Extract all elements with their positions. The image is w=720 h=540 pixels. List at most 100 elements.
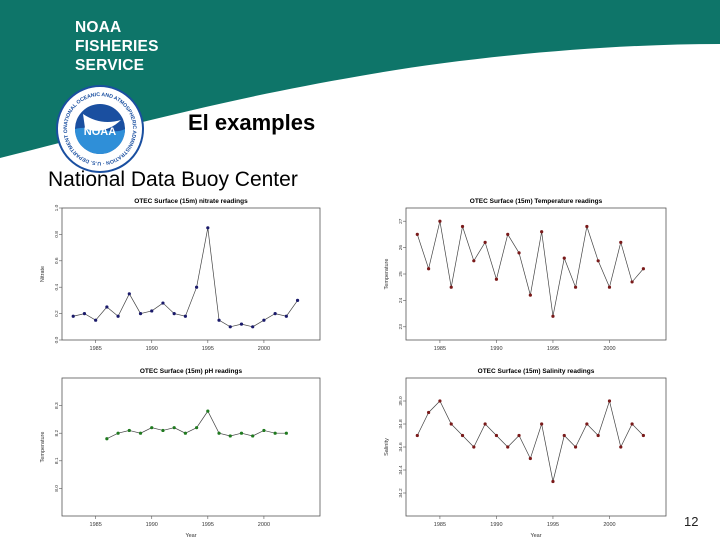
y-tick-label: 1.0 xyxy=(54,204,60,211)
chart-temperature: OTEC Surface (15m) Temperature readings 1… xyxy=(382,194,672,364)
x-tick-label: 1990 xyxy=(490,522,502,528)
data-point xyxy=(483,422,487,426)
data-point xyxy=(506,232,510,236)
chart-ph: OTEC Surface (15m) pH readings 1985 1990 19… xyxy=(38,364,326,540)
y-tick-label: 8.1 xyxy=(54,457,60,464)
y-tick-label: 25 xyxy=(398,271,404,277)
data-point xyxy=(138,312,143,316)
x-tick-label: 1985 xyxy=(434,522,446,528)
data-point xyxy=(585,422,589,426)
data-point xyxy=(630,280,634,284)
x-tick-label: 1995 xyxy=(547,346,559,352)
data-point xyxy=(172,312,176,316)
y-tick-label: 0.4 xyxy=(54,284,60,291)
data-point xyxy=(472,259,476,263)
data-point xyxy=(573,285,578,289)
data-point xyxy=(551,314,555,318)
data-point xyxy=(206,409,210,413)
chart-title: OTEC Surface (15m) pH readings xyxy=(140,368,243,375)
data-point xyxy=(195,285,199,289)
data-point xyxy=(150,309,154,313)
page-number: 12 xyxy=(684,514,699,529)
chart-title: OTEC Surface (15m) Salinity readings xyxy=(478,368,595,375)
data-point xyxy=(172,426,176,430)
x-axis-label: Year xyxy=(185,533,196,539)
data-point xyxy=(71,314,75,318)
data-point xyxy=(217,431,221,435)
data-point xyxy=(415,433,419,438)
data-point xyxy=(251,434,255,438)
data-point xyxy=(295,298,300,302)
brand-line-service: SERVICE xyxy=(75,57,145,74)
data-point xyxy=(460,224,465,229)
logo-noaa-text: NOAA xyxy=(84,126,116,138)
chart-svg: OTEC Surface (15m) nitrate readings 1985 1… xyxy=(40,198,321,352)
y-tick-label: 0.2 xyxy=(54,310,60,317)
data-point xyxy=(206,226,210,230)
y-tick-label: 26 xyxy=(398,245,404,251)
data-point xyxy=(494,277,499,281)
data-point xyxy=(183,314,187,318)
x-tick-label: 1985 xyxy=(90,522,102,528)
chart-nitrate: OTEC Surface (15m) nitrate readings 1985 1… xyxy=(38,194,326,364)
data-point xyxy=(562,256,566,260)
data-point xyxy=(607,399,612,403)
data-point xyxy=(517,433,521,438)
chart-salinity: OTEC Surface (15m) Salinity readings 1985… xyxy=(382,364,672,540)
data-point xyxy=(438,399,442,403)
data-point xyxy=(573,445,578,449)
data-point xyxy=(116,314,120,318)
y-tick-label: 0.0 xyxy=(54,336,60,343)
y-tick-label: 8.2 xyxy=(54,430,60,437)
series-line xyxy=(106,410,287,440)
x-tick-label: 1995 xyxy=(202,522,214,528)
data-point xyxy=(472,445,476,449)
x-tick-label: 1995 xyxy=(547,522,559,528)
data-point xyxy=(449,285,453,289)
brand-line-noaa: NOAA xyxy=(75,19,122,36)
x-tick-label: 2000 xyxy=(603,522,615,528)
data-point xyxy=(127,292,131,296)
data-point xyxy=(262,318,266,322)
plot-frame xyxy=(405,207,667,341)
data-point xyxy=(494,433,499,438)
data-point xyxy=(138,431,143,435)
x-tick-label: 1995 xyxy=(202,346,214,352)
data-point xyxy=(228,325,232,329)
data-point xyxy=(262,428,266,433)
data-point xyxy=(94,318,98,322)
chart-svg: OTEC Surface (15m) Temperature readings 1… xyxy=(384,198,667,352)
data-point xyxy=(415,232,419,236)
data-point xyxy=(284,431,288,435)
data-point xyxy=(641,267,645,271)
data-point xyxy=(619,240,623,244)
data-point xyxy=(161,301,165,305)
chart-svg: OTEC Surface (15m) Salinity readings 1985… xyxy=(384,368,667,539)
plot-frame xyxy=(61,377,321,517)
y-tick-label: 34.2 xyxy=(398,488,404,498)
data-point xyxy=(607,285,612,289)
data-point xyxy=(528,456,532,461)
slide-title: El examples xyxy=(188,110,316,135)
header-banner xyxy=(0,0,720,158)
data-point xyxy=(239,431,244,435)
x-tick-label: 1990 xyxy=(146,346,158,352)
data-point xyxy=(596,259,600,263)
x-axis-label: Year xyxy=(530,533,541,539)
series-line xyxy=(416,399,644,482)
y-tick-label: 24 xyxy=(398,297,404,303)
banner-band xyxy=(0,0,720,158)
y-tick-label: 23 xyxy=(398,324,404,330)
brand-line-fisheries: FISHERIES xyxy=(75,38,159,55)
data-point xyxy=(540,422,544,426)
data-point xyxy=(551,479,555,484)
plot-frame xyxy=(405,377,667,517)
chart-title: OTEC Surface (15m) Temperature readings xyxy=(470,198,603,205)
series-line xyxy=(416,221,644,317)
chart-svg: OTEC Surface (15m) pH readings 1985 1990 19… xyxy=(40,368,321,539)
data-point xyxy=(517,251,521,255)
noaa-logo: NATIONAL OCEANIC AND ATMOSPHERIC ADMINIS… xyxy=(55,84,144,173)
x-tick-label: 1985 xyxy=(434,346,446,352)
x-tick-label: 1990 xyxy=(146,522,158,528)
data-point xyxy=(217,318,221,322)
